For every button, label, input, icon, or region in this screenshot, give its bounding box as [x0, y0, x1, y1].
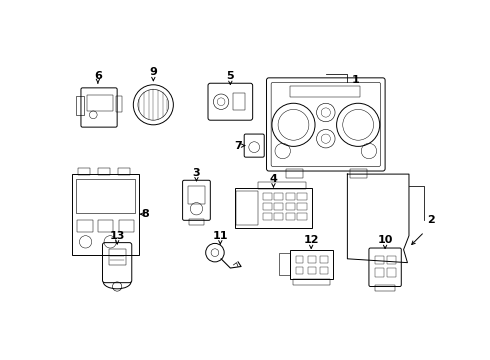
Bar [76, 96, 84, 115]
Bar [188, 186, 205, 204]
Bar [320, 266, 328, 274]
Bar [235, 188, 312, 228]
Bar [77, 220, 93, 232]
Bar [118, 168, 130, 175]
Text: 8: 8 [142, 209, 149, 219]
Text: 12: 12 [303, 235, 319, 244]
Bar [189, 219, 204, 225]
Bar [291, 86, 360, 97]
Bar [286, 213, 295, 220]
Text: 5: 5 [226, 71, 234, 81]
Bar [308, 266, 316, 274]
Text: 9: 9 [149, 67, 157, 77]
Bar [290, 249, 333, 279]
Bar [286, 193, 295, 200]
Bar [286, 203, 295, 210]
Text: 1: 1 [351, 75, 359, 85]
Bar [98, 220, 113, 232]
Bar [375, 268, 384, 276]
Bar [375, 285, 395, 291]
Bar [296, 266, 303, 274]
Bar [258, 182, 306, 189]
Bar [98, 168, 110, 175]
Bar [293, 279, 330, 285]
Bar [237, 191, 258, 225]
Bar [119, 220, 134, 232]
Text: 4: 4 [270, 174, 277, 184]
Text: 13: 13 [109, 231, 125, 241]
Bar [388, 256, 396, 264]
Bar [286, 169, 303, 178]
Bar [263, 193, 272, 200]
Bar [274, 193, 283, 200]
Bar [263, 213, 272, 220]
Bar [350, 169, 367, 178]
Bar [87, 95, 113, 111]
Bar [279, 253, 291, 275]
Bar [274, 213, 283, 220]
Text: 3: 3 [193, 167, 200, 177]
Text: 6: 6 [94, 71, 102, 81]
Bar [296, 256, 303, 264]
Bar [274, 203, 283, 210]
Bar [297, 213, 307, 220]
Bar [116, 96, 122, 112]
Bar [320, 256, 328, 264]
Bar [308, 256, 316, 264]
Bar [109, 249, 125, 265]
Text: 2: 2 [427, 215, 435, 225]
Bar [375, 256, 384, 264]
Bar [72, 174, 140, 255]
Bar [297, 193, 307, 200]
Text: 11: 11 [213, 231, 228, 241]
Bar [78, 168, 90, 175]
Bar [233, 93, 245, 110]
Bar [388, 268, 396, 276]
Text: 10: 10 [377, 235, 393, 244]
Bar [263, 203, 272, 210]
Bar [297, 203, 307, 210]
Text: 7: 7 [234, 141, 242, 150]
Bar [76, 179, 135, 213]
